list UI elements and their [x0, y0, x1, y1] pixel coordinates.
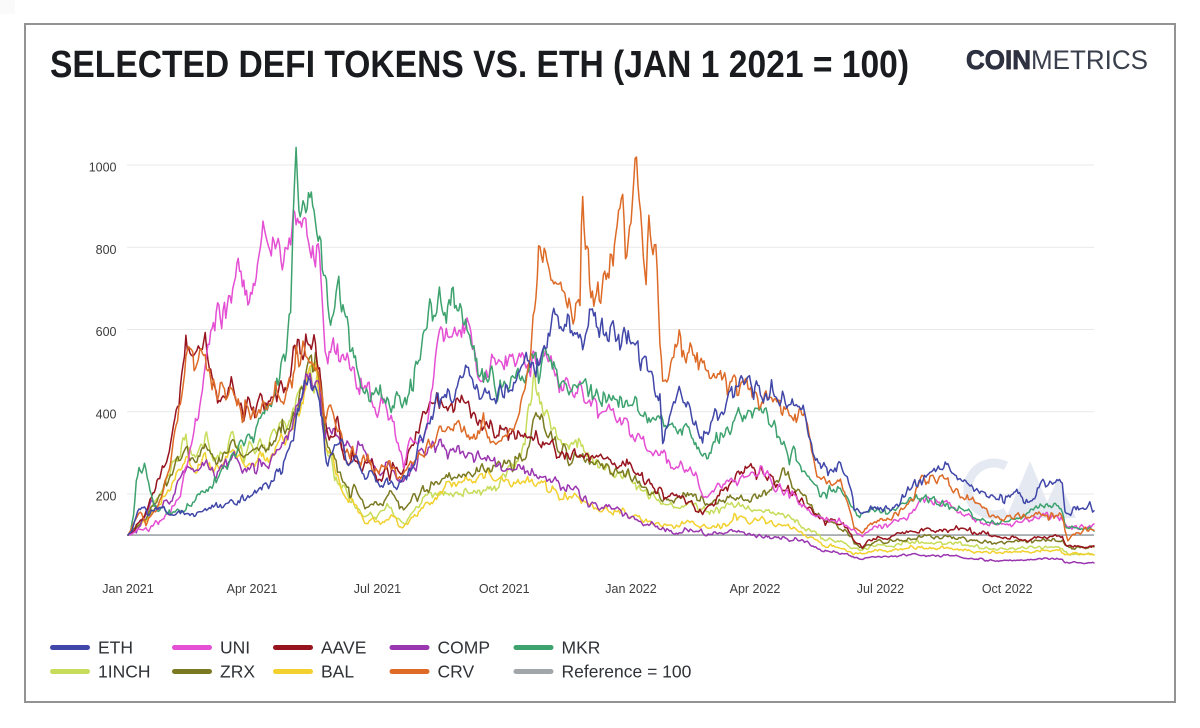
- svg-text:600: 600: [96, 325, 117, 339]
- svg-text:Oct 2021: Oct 2021: [479, 582, 530, 596]
- svg-text:MKR: MKR: [562, 638, 601, 658]
- svg-text:Jul 2022: Jul 2022: [857, 582, 904, 596]
- svg-text:800: 800: [96, 243, 117, 257]
- svg-text:UNI: UNI: [220, 638, 250, 658]
- svg-text:Jan 2021: Jan 2021: [102, 582, 153, 596]
- svg-text:AAVE: AAVE: [321, 638, 366, 658]
- svg-text:200: 200: [96, 490, 117, 504]
- svg-text:Reference = 100: Reference = 100: [562, 662, 692, 682]
- svg-text:Jul 2021: Jul 2021: [354, 582, 401, 596]
- svg-text:Oct 2022: Oct 2022: [982, 582, 1033, 596]
- svg-text:400: 400: [96, 407, 117, 421]
- svg-text:Apr 2022: Apr 2022: [730, 582, 781, 596]
- svg-text:Apr 2021: Apr 2021: [227, 582, 278, 596]
- svg-text:ZRX: ZRX: [220, 662, 255, 682]
- svg-text:1INCH: 1INCH: [98, 662, 151, 682]
- svg-text:ETH: ETH: [98, 638, 133, 658]
- svg-text:1000: 1000: [89, 161, 117, 175]
- svg-text:CRV: CRV: [438, 662, 475, 682]
- svg-text:COMP: COMP: [438, 638, 491, 658]
- svg-text:Jan 2022: Jan 2022: [605, 582, 656, 596]
- svg-text:BAL: BAL: [321, 662, 354, 682]
